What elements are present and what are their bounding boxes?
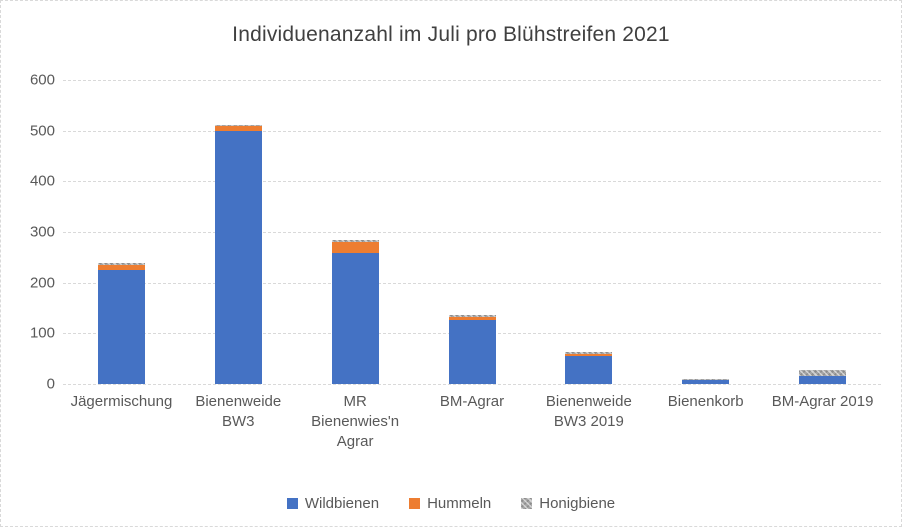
gridline-y-200	[63, 282, 881, 284]
bar-segment-hummeln-3	[331, 242, 379, 254]
legend-label-hummeln: Hummeln	[427, 495, 492, 512]
gridline-y-300	[63, 232, 881, 233]
bar-segment-hummeln-5	[565, 353, 613, 356]
y-tick-label-500: 500	[29, 122, 55, 140]
bar-segment-wildbienen-3	[331, 253, 379, 384]
bar-segment-honigbiene-4	[448, 315, 496, 318]
legend-swatch-wildbienen	[286, 498, 298, 509]
bar-segment-wildbienen-7	[799, 376, 847, 384]
bar-segment-honigbiene-5	[565, 352, 613, 354]
bar-segment-honigbiene-6	[682, 378, 730, 380]
bar-segment-honigbiene-1	[97, 263, 145, 265]
gridline-y-0	[63, 384, 881, 385]
bar-segment-wildbienen-4	[448, 319, 496, 384]
bar-segment-wildbienen-1	[97, 269, 145, 384]
chart-title: Individuenanzahl im Juli pro Blühstreife…	[232, 23, 670, 46]
plot-area	[63, 80, 881, 385]
x-category-label-3: MR Bienenwies'n Agrar	[311, 393, 400, 450]
bar-segment-honigbiene-7	[799, 369, 847, 377]
bar-segment-hummeln-4	[448, 317, 496, 320]
x-category-label-1: Jägermischung	[70, 393, 173, 410]
y-tick-label-200: 200	[29, 274, 55, 292]
y-tick-label-600: 600	[29, 71, 55, 89]
gridline-y-400	[63, 181, 881, 183]
legend-item-honigbiene: Honigbiene	[521, 495, 615, 512]
bar-segment-wildbienen-5	[565, 355, 613, 384]
bar-segment-wildbienen-2	[214, 130, 262, 384]
bar-segment-hummeln-1	[97, 264, 145, 270]
bar-segment-honigbiene-2	[214, 125, 262, 127]
x-category-label-5: Bienenweide BW3 2019	[545, 393, 632, 430]
legend-swatch-honigbiene	[521, 498, 533, 509]
y-tick-label-0: 0	[46, 375, 55, 393]
bar-segment-hummeln-2	[214, 126, 262, 131]
x-category-label-2: Bienenweide BW3	[195, 393, 282, 430]
bar-segment-honigbiene-3	[331, 240, 379, 243]
x-category-label-6: Bienenkorb	[667, 393, 744, 410]
x-category-label-7: BM-Agrar 2019	[771, 393, 874, 410]
legend-swatch-hummeln	[409, 498, 421, 509]
y-tick-label-400: 400	[29, 172, 55, 190]
legend-item-wildbienen: Wildbienen	[286, 495, 380, 512]
legend: Wildbienen Hummeln Honigbiene	[1, 495, 901, 512]
gridline-y-600	[63, 80, 881, 81]
legend-label-wildbienen: Wildbienen	[304, 495, 380, 512]
gridline-y-500	[63, 130, 881, 132]
legend-label-honigbiene: Honigbiene	[539, 495, 616, 512]
x-category-label-4: BM-Agrar	[439, 393, 505, 410]
y-tick-label-100: 100	[29, 324, 55, 342]
bar-segment-wildbienen-6	[682, 379, 730, 384]
legend-item-hummeln: Hummeln	[409, 495, 491, 512]
y-tick-label-300: 300	[29, 223, 55, 241]
